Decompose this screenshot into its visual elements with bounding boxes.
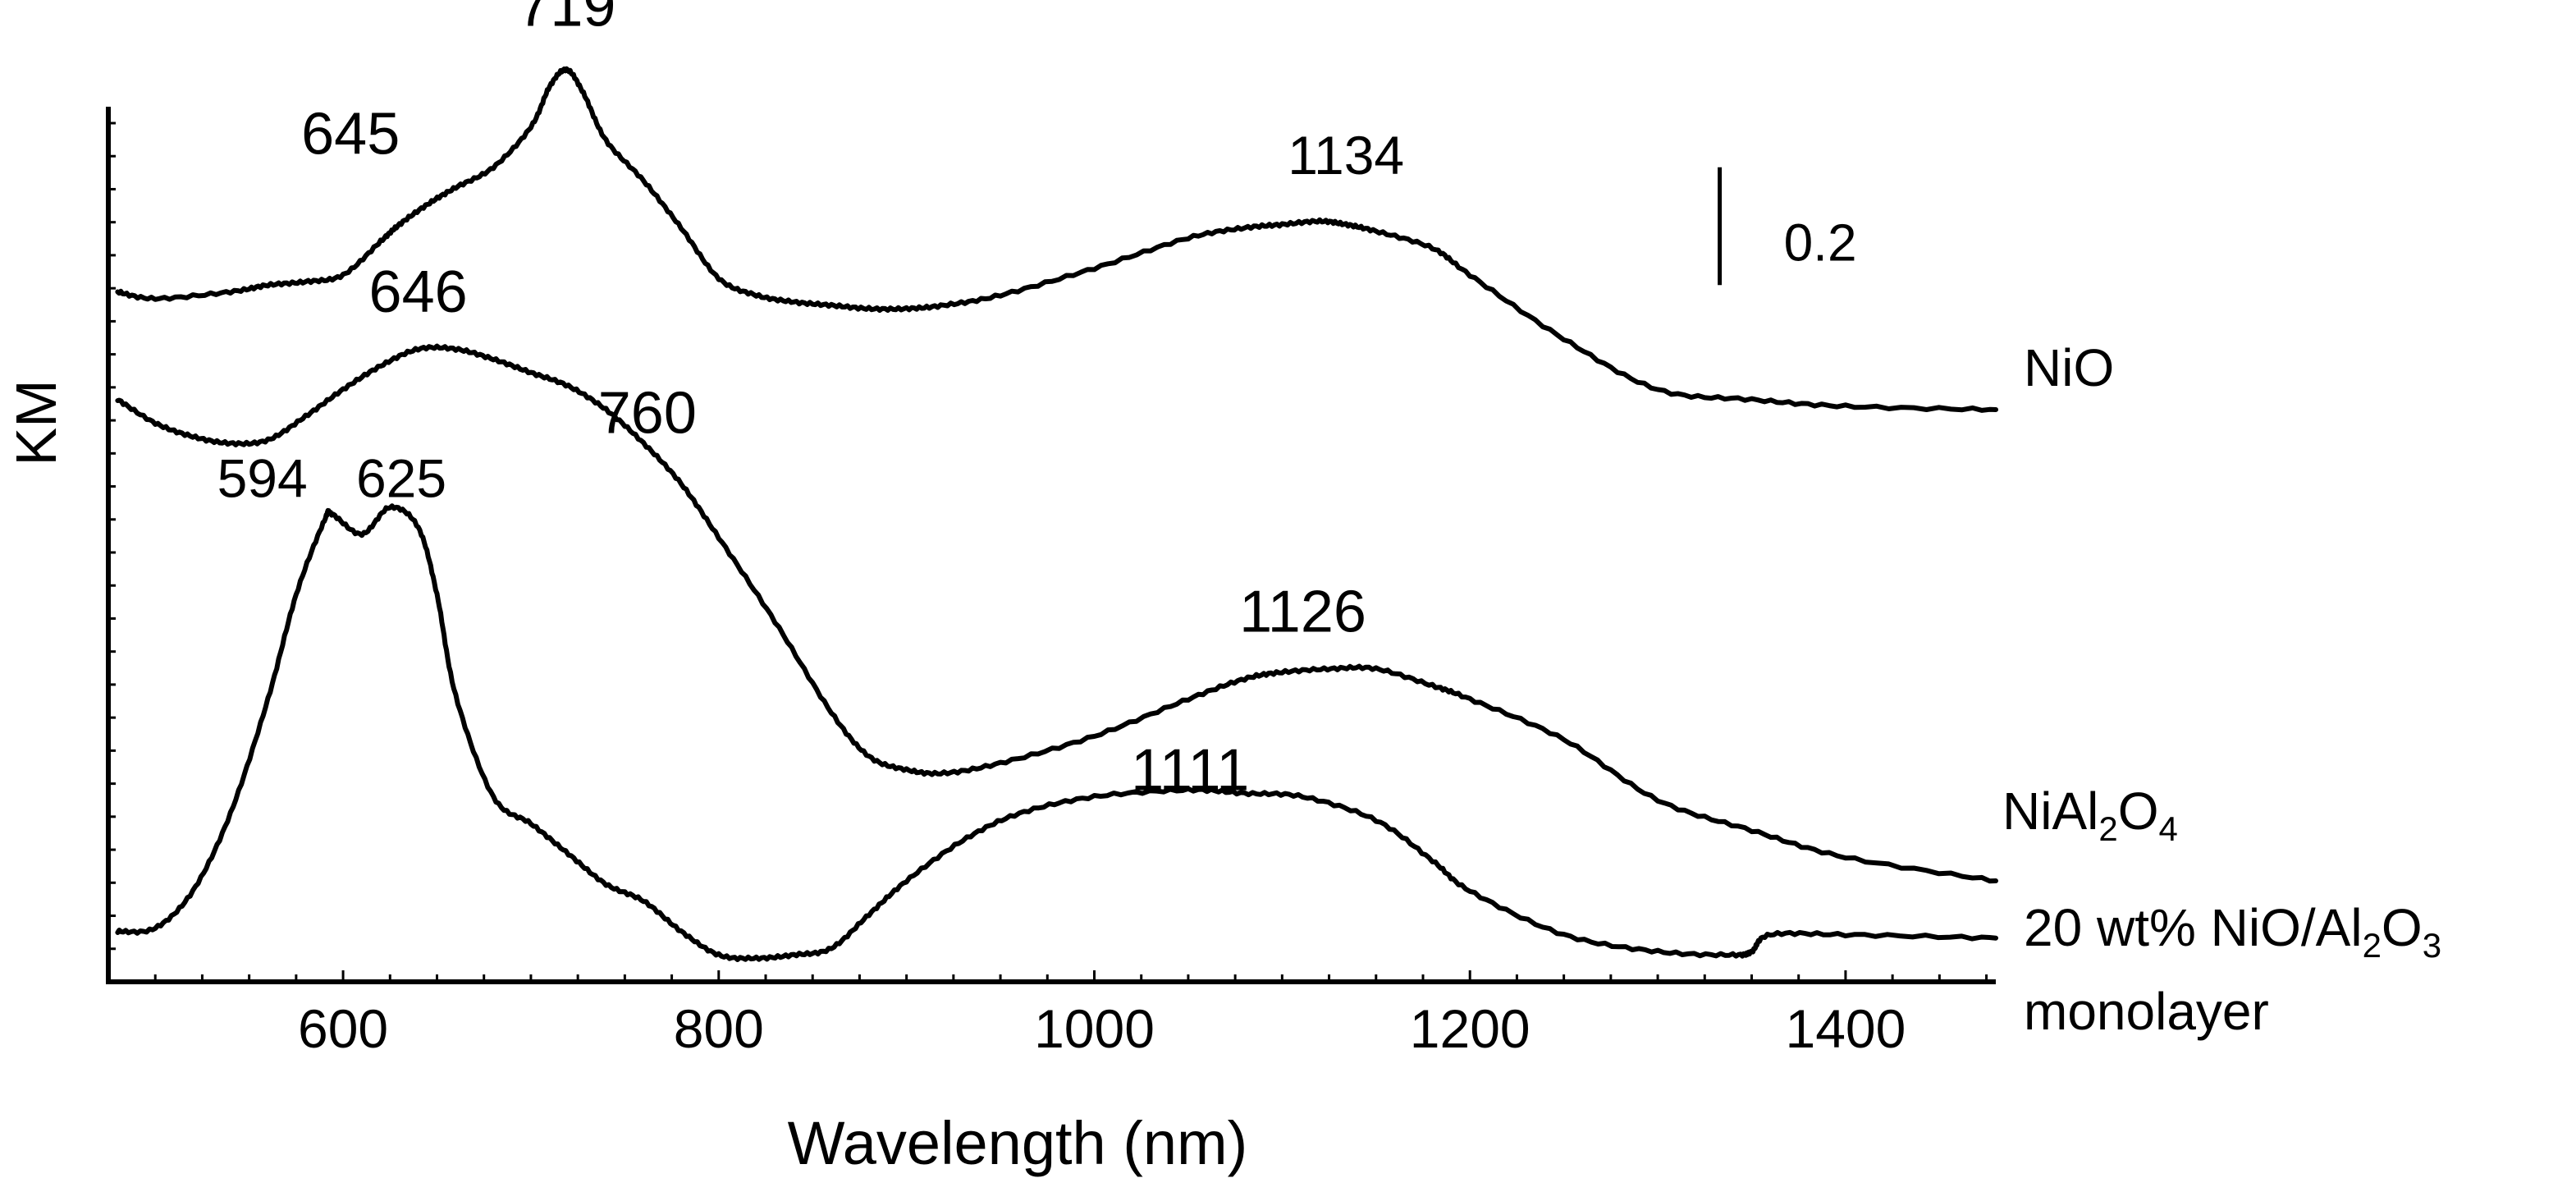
series-line-2 (115, 503, 1998, 962)
x-axis-label: Wavelength (nm) (788, 1109, 1248, 1177)
scale-bar-label: 0.2 (1784, 213, 1857, 272)
peak-label: 594 (217, 448, 308, 509)
series-label-monolayer: 20 wt% NiO/Al2O3 (2024, 898, 2441, 965)
series-label-NiO: NiO (2024, 338, 2114, 397)
peak-label: 646 (369, 259, 468, 325)
peak-label: 760 (598, 381, 697, 447)
x-tick-label: 1200 (1410, 998, 1531, 1059)
series-line-0 (115, 66, 1998, 413)
peak-label: 1111 (1131, 737, 1249, 803)
peak-label: 719 (517, 0, 615, 39)
peak-label: 625 (356, 448, 446, 509)
series-labels: NiO NiAl2O4 20 wt% NiO/Al2O3 monolayer (2002, 338, 2441, 1041)
series-line-1 (115, 343, 1998, 884)
axes: 600 800 1000 1200 1400 (106, 107, 1996, 1059)
series-label-monolayer-line2: monolayer (2024, 982, 2269, 1041)
series-label-NiAl2O4: NiAl2O4 (2002, 782, 2178, 848)
y-axis-label: KM (4, 380, 68, 466)
x-tick-label: 1000 (1034, 998, 1155, 1059)
peak-label: 1126 (1239, 580, 1366, 645)
scale-bar: 0.2 (1718, 167, 1857, 286)
x-tick-label: 600 (298, 998, 388, 1059)
x-tick-label: 800 (674, 998, 764, 1059)
peak-label: 645 (301, 101, 400, 167)
peak-annotations: 719 645 1134 646 760 594 625 1126 1111 (217, 0, 1405, 803)
peak-label: 1134 (1288, 125, 1404, 186)
x-tick-label: 1400 (1786, 998, 1906, 1059)
series-group (115, 66, 1998, 962)
